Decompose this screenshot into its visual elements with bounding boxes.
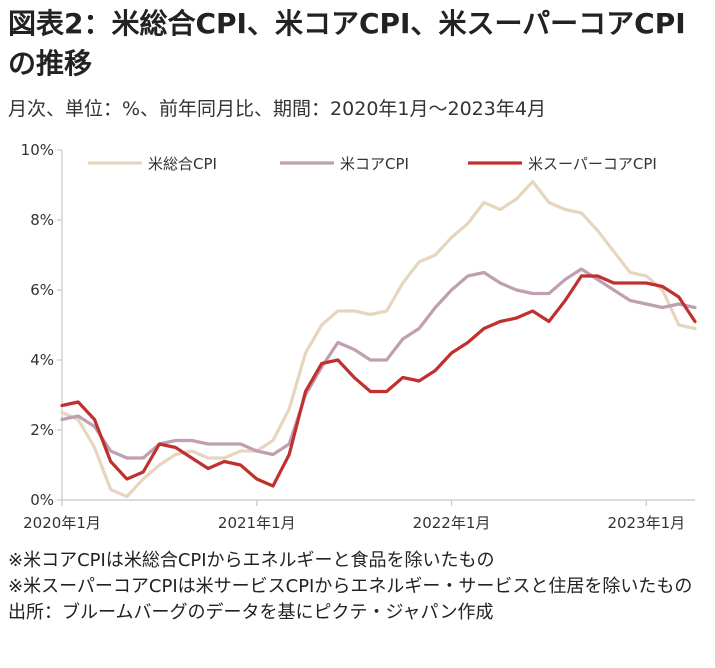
legend-label-headline: 米総合CPI bbox=[148, 155, 217, 173]
legend-label-supercore: 米スーパーコアCPI bbox=[528, 155, 657, 173]
series-line-supercore bbox=[60, 274, 697, 488]
chart-notes: ※米コアCPIは米総合CPIからエネルギーと食品を除いたもの ※米スーパーコアC… bbox=[8, 548, 708, 626]
series-line-headline bbox=[60, 179, 697, 499]
chart-subtitle: 月次、単位：%、前年同月比、期間：2020年1月～2023年4月 bbox=[8, 98, 546, 120]
x-tick-label: 2022年1月 bbox=[413, 514, 491, 532]
y-tick-label: 10% bbox=[21, 141, 54, 159]
x-tick-label: 2020年1月 bbox=[23, 514, 101, 532]
series-line-core bbox=[60, 267, 697, 460]
line-chart: 0% 2% 4% 6% 8% 10% 2020年1月 2021年1月 2022年1月 2023年1… bbox=[21, 141, 697, 532]
y-tick-label: 8% bbox=[30, 211, 54, 229]
y-tick-label: 0% bbox=[30, 491, 54, 509]
chart-title: 図表2：米総合CPI、米コアCPI、米スーパーコアCPIの推移 bbox=[8, 7, 686, 80]
note-core-definition: ※米コアCPIは米総合CPIからエネルギーと食品を除いたもの bbox=[8, 550, 495, 571]
x-tick-label: 2023年1月 bbox=[607, 514, 685, 532]
y-tick-label: 2% bbox=[30, 421, 54, 439]
y-tick-label: 4% bbox=[30, 351, 54, 369]
note-source: 出所：ブルームバーグのデータを基にピクテ・ジャパン作成 bbox=[8, 602, 494, 623]
note-supercore-definition: ※米スーパーコアCPIは米サービスCPIからエネルギー・サービスと住居を除いたも… bbox=[8, 576, 693, 597]
x-tick-label: 2021年1月 bbox=[218, 514, 296, 532]
legend-label-core: 米コアCPI bbox=[340, 155, 409, 173]
y-tick-label: 6% bbox=[30, 281, 54, 299]
